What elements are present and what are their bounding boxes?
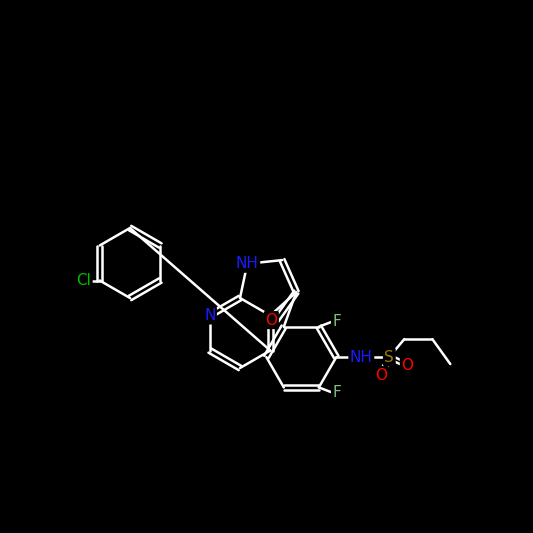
Text: F: F xyxy=(333,314,341,329)
Text: O: O xyxy=(375,368,387,383)
Text: O: O xyxy=(265,312,277,328)
Text: F: F xyxy=(333,385,341,400)
Text: O: O xyxy=(401,358,413,373)
Text: NH: NH xyxy=(236,256,259,271)
Text: N: N xyxy=(204,308,215,323)
Text: Cl: Cl xyxy=(76,273,91,288)
Text: NH: NH xyxy=(350,350,373,365)
Text: S: S xyxy=(384,350,394,365)
